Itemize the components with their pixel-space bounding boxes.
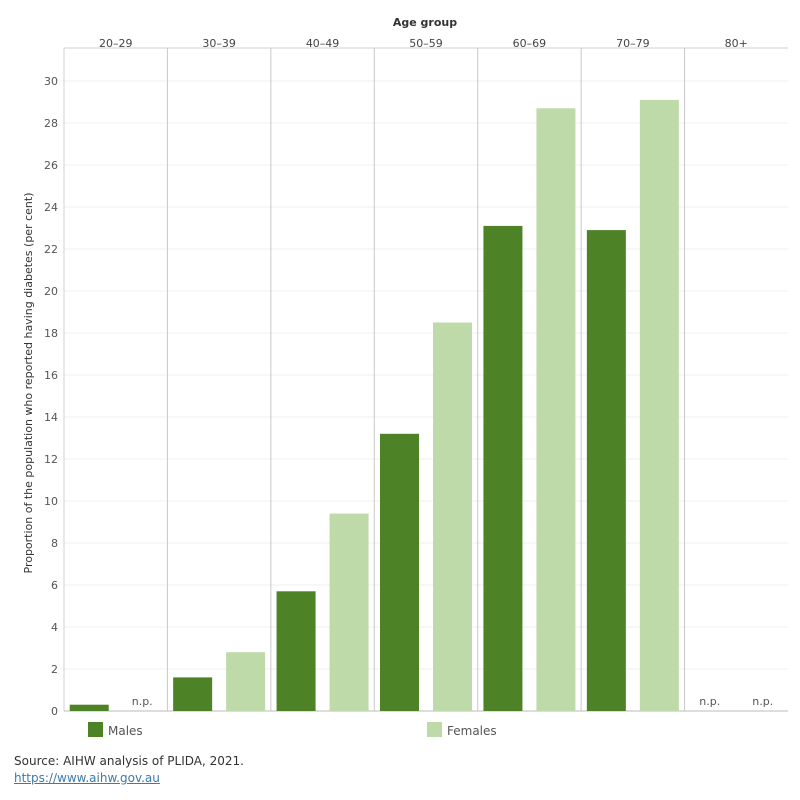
y-tick-label: 14 — [44, 411, 58, 424]
legend-item-females: Females — [427, 722, 497, 738]
y-tick-label: 16 — [44, 369, 58, 382]
x-category-label: 20–29 — [99, 37, 133, 50]
source-link[interactable]: https://www.aihw.gov.au — [14, 771, 160, 785]
not-published-label: n.p. — [132, 695, 153, 708]
y-tick-label: 18 — [44, 327, 58, 340]
not-published-label: n.p. — [752, 695, 773, 708]
bar-males[interactable] — [586, 230, 626, 711]
y-tick-label: 12 — [44, 453, 58, 466]
x-category-label: 60–69 — [513, 37, 547, 50]
x-category-label: 30–39 — [202, 37, 236, 50]
x-category-label: 40–49 — [306, 37, 340, 50]
legend-swatch — [88, 722, 103, 737]
bar-males[interactable] — [69, 704, 109, 711]
y-tick-label: 28 — [44, 117, 58, 130]
y-tick-label: 8 — [51, 537, 58, 550]
bar-females[interactable] — [329, 513, 369, 711]
y-tick-label: 0 — [51, 705, 58, 718]
y-tick-label: 20 — [44, 285, 58, 298]
bar-males[interactable] — [173, 677, 213, 711]
bar-females[interactable] — [639, 99, 679, 711]
y-tick-label: 22 — [44, 243, 58, 256]
bar-chart: Age group Proportion of the population w… — [22, 16, 788, 738]
x-category-label: 50–59 — [409, 37, 443, 50]
category-separators — [166, 48, 686, 711]
gridlines — [63, 47, 788, 712]
y-tick-label: 30 — [44, 75, 58, 88]
y-tick-label: 10 — [44, 495, 58, 508]
legend-label: Females — [447, 724, 497, 738]
legend-label: Males — [108, 724, 143, 738]
legend-swatch — [427, 722, 442, 737]
bar-males[interactable] — [276, 591, 316, 711]
y-tick-label: 6 — [51, 579, 58, 592]
y-tick-label: 24 — [44, 201, 58, 214]
bar-females[interactable] — [433, 322, 472, 712]
not-published-label: n.p. — [699, 695, 720, 708]
bar-females[interactable] — [226, 652, 266, 711]
legend: Males Females — [88, 722, 497, 738]
source-note: Source: AIHW analysis of PLIDA, 2021. — [14, 754, 244, 768]
x-category-label: 80+ — [725, 37, 748, 50]
x-axis-categories: 20–29 30–39 40–49 50–59 60–69 70–79 80+ — [99, 37, 748, 50]
bar-males[interactable] — [380, 433, 419, 711]
x-category-label: 70–79 — [616, 37, 650, 50]
x-axis-title: Age group — [393, 16, 457, 29]
y-tick-label: 2 — [51, 663, 58, 676]
y-tick-label: 4 — [51, 621, 58, 634]
bar-males[interactable] — [483, 225, 523, 711]
bars: n.p. n.p. n.p. — [69, 99, 773, 712]
y-axis-title: Proportion of the population who reporte… — [22, 193, 35, 574]
footer: Source: AIHW analysis of PLIDA, 2021. ht… — [14, 753, 244, 787]
legend-item-males: Males — [88, 722, 143, 738]
y-tick-label: 26 — [44, 159, 58, 172]
bar-females[interactable] — [536, 108, 576, 712]
